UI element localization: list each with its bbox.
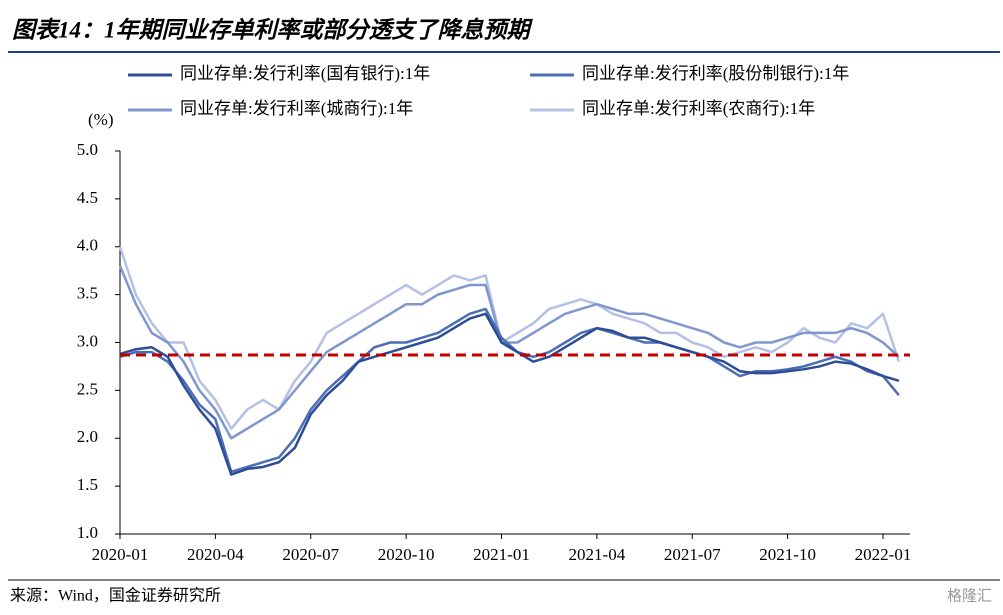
y-tick-label: 4.0 bbox=[77, 236, 98, 255]
x-tick-label: 2020-04 bbox=[187, 545, 244, 564]
y-tick-label: 5.0 bbox=[77, 140, 98, 159]
series-line bbox=[119, 307, 900, 474]
y-tick-label: 4.5 bbox=[77, 188, 98, 207]
legend-label: 同业存单:发行利率(农商行):1年 bbox=[582, 99, 815, 118]
y-tick-label: 1.5 bbox=[77, 475, 98, 494]
y-tick-label: 2.5 bbox=[77, 379, 98, 398]
x-tick-label: 2020-07 bbox=[282, 545, 339, 564]
legend-label: 同业存单:发行利率(城商行):1年 bbox=[180, 99, 413, 118]
series-line bbox=[118, 265, 900, 440]
y-axis-label: (%) bbox=[88, 110, 113, 129]
chart-title: 图表14：1年期同业存单利率或部分透支了降息预期 bbox=[12, 16, 534, 42]
x-tick-label: 2022-01 bbox=[855, 545, 912, 564]
source: 来源：Wind，国金证券研究所 bbox=[10, 587, 221, 605]
watermark: 格隆汇 bbox=[947, 587, 992, 604]
series-line bbox=[119, 312, 900, 476]
y-tick-label: 3.5 bbox=[77, 284, 98, 303]
y-tick-label: 1.0 bbox=[77, 523, 98, 542]
y-tick-label: 2.0 bbox=[77, 427, 98, 446]
legend-label: 同业存单:发行利率(国有银行):1年 bbox=[180, 64, 430, 83]
x-tick-label: 2021-04 bbox=[569, 545, 626, 564]
x-tick-label: 2021-07 bbox=[664, 545, 721, 564]
x-tick-label: 2021-01 bbox=[473, 545, 530, 564]
series-line bbox=[118, 246, 901, 430]
x-tick-label: 2021-10 bbox=[759, 545, 816, 564]
y-tick-label: 3.0 bbox=[77, 331, 98, 350]
legend-label: 同业存单:发行利率(股份制银行):1年 bbox=[582, 64, 849, 83]
x-tick-label: 2020-01 bbox=[92, 545, 149, 564]
x-tick-label: 2020-10 bbox=[378, 545, 435, 564]
